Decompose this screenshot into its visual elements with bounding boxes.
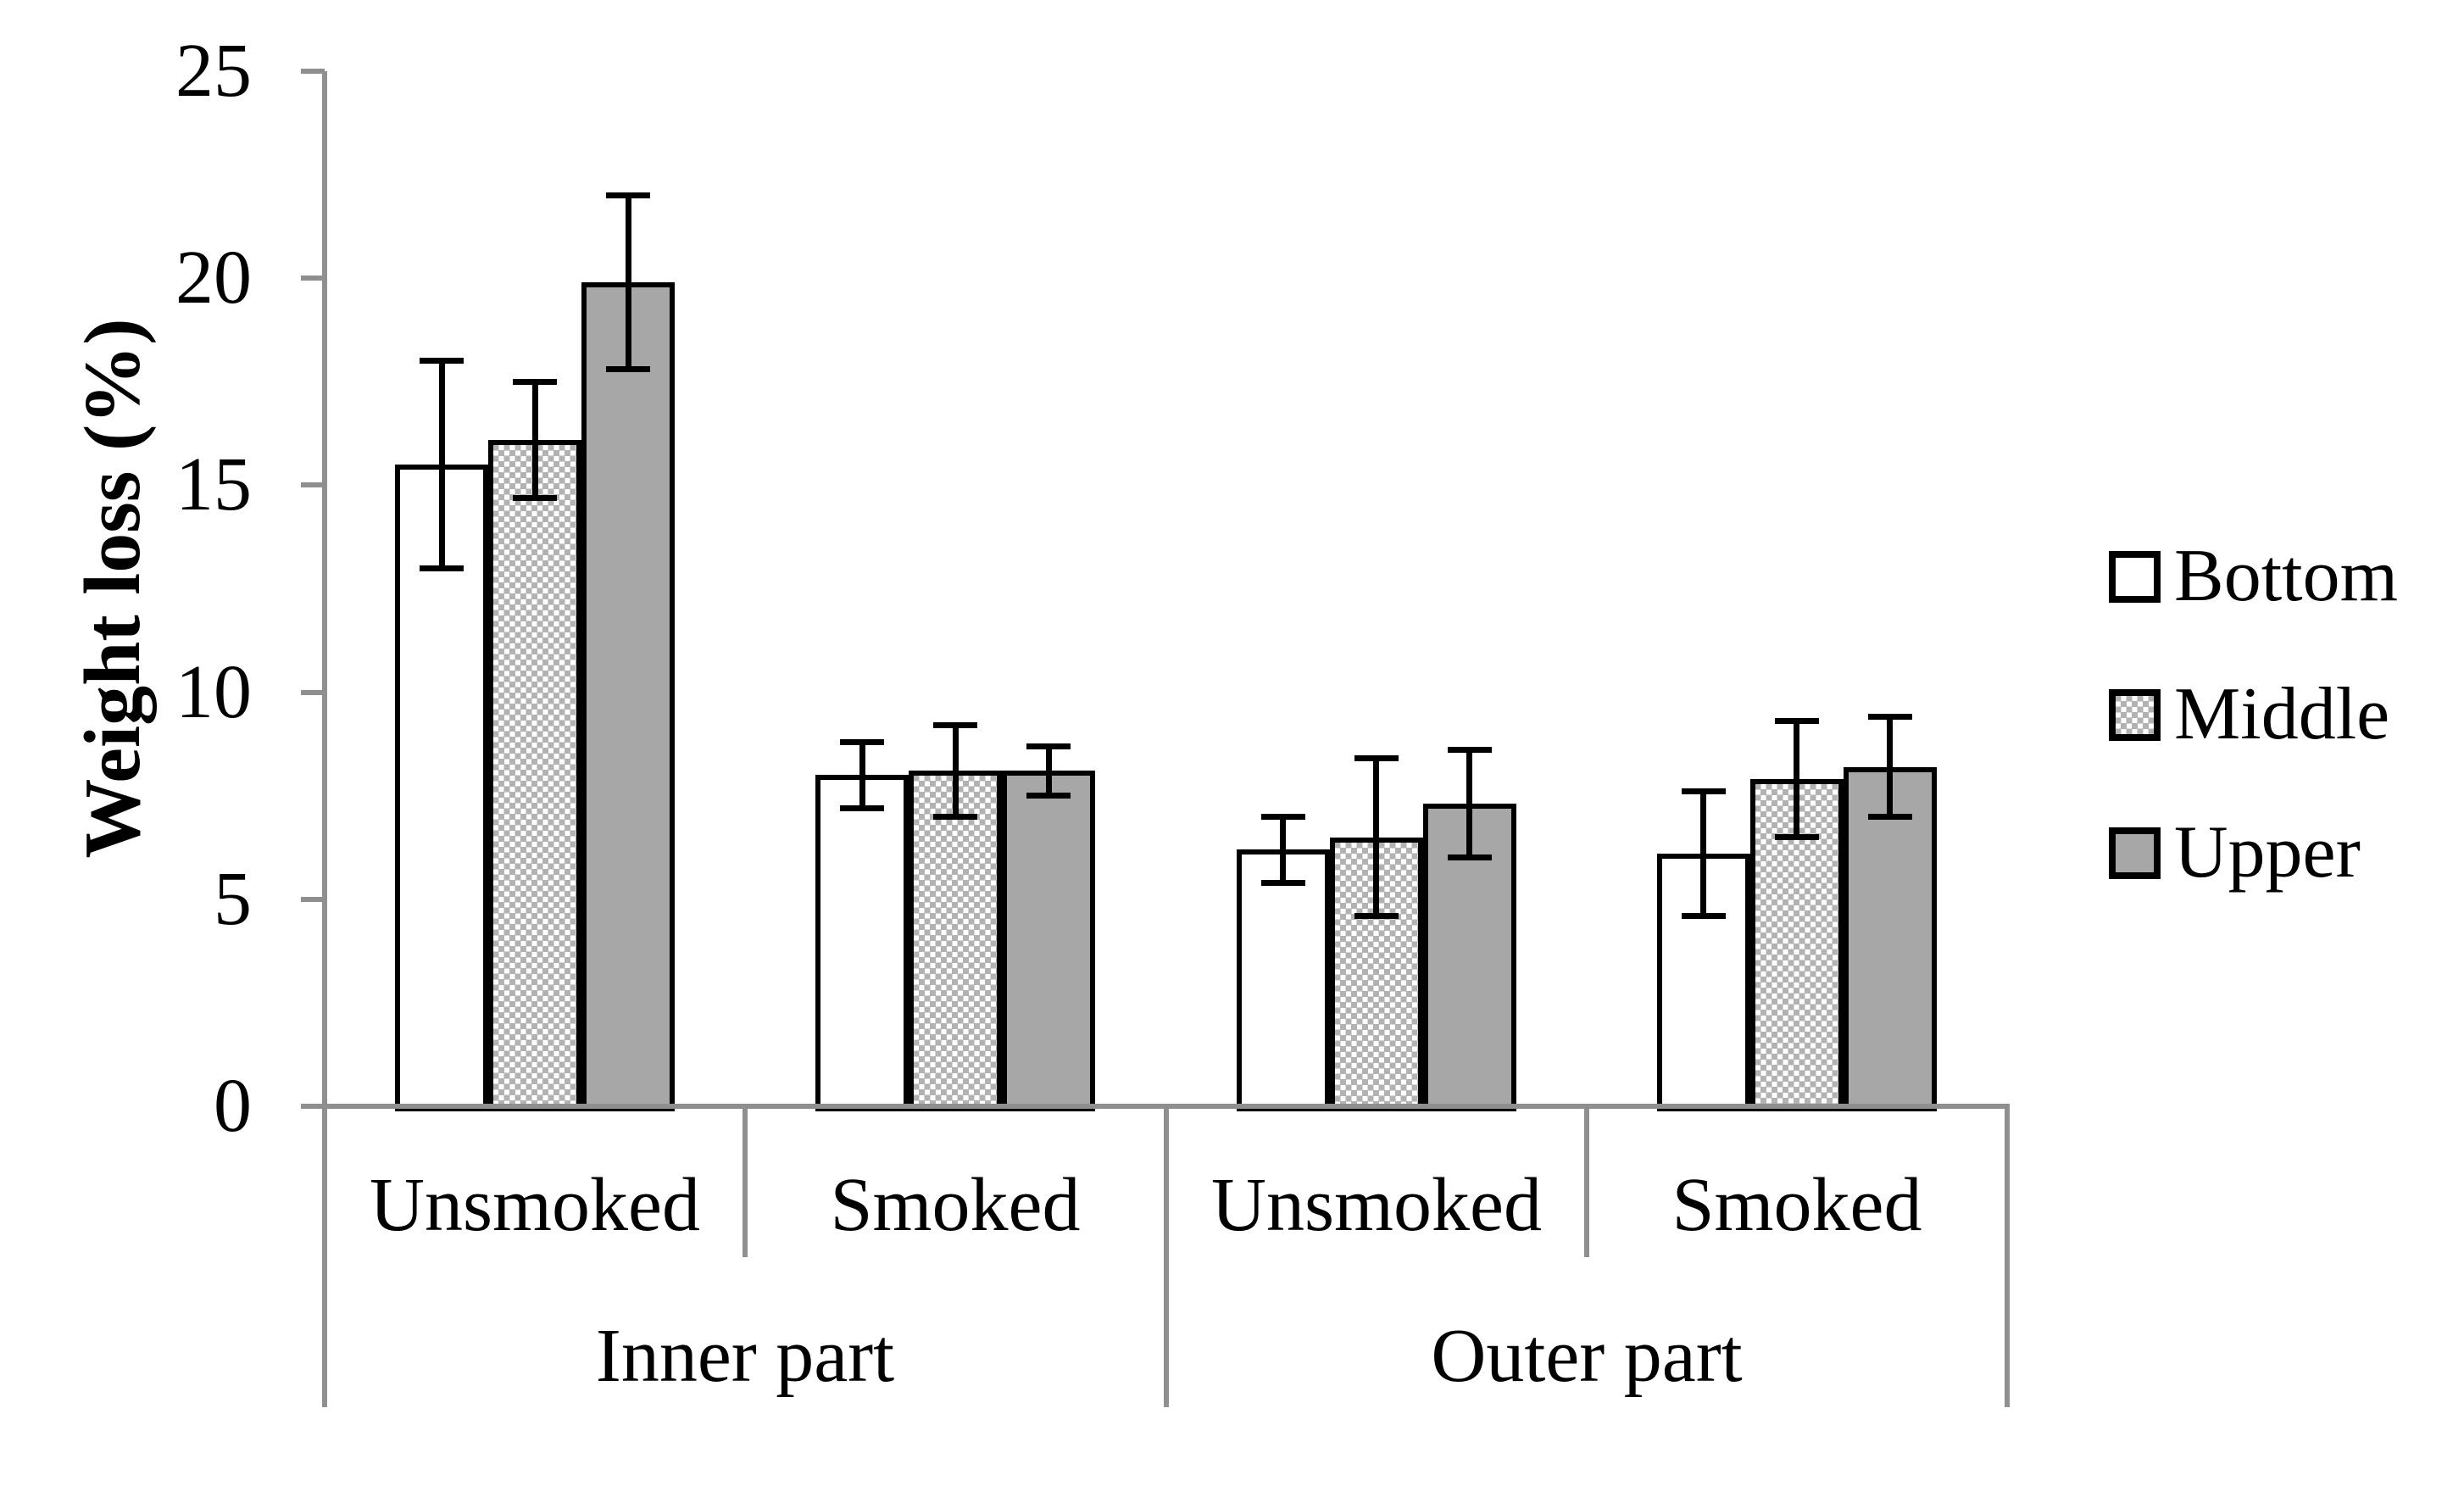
y-tick-label: 15 bbox=[175, 443, 252, 527]
category-separator bbox=[1583, 1106, 1589, 1257]
legend-entry-middle: Middle bbox=[2109, 677, 2389, 752]
group-label-outer-part: Outer part bbox=[1431, 1314, 1743, 1398]
category-label-outer-unsmoked: Unsmoked bbox=[1211, 1163, 1542, 1247]
x-axis-line bbox=[301, 1104, 2010, 1109]
error-bar-line bbox=[1373, 758, 1380, 916]
legend-label-upper: Upper bbox=[2174, 811, 2361, 893]
error-bar-cap bbox=[1774, 718, 1819, 725]
error-bar-line bbox=[1700, 791, 1707, 916]
error-bar-cap bbox=[1681, 912, 1726, 919]
error-bar-cap bbox=[1867, 813, 1912, 820]
legend-swatch-bottom-icon bbox=[2109, 550, 2161, 603]
error-bar-cap bbox=[1867, 714, 1912, 721]
error-bar-cap bbox=[1681, 788, 1726, 795]
y-tick-mark bbox=[301, 482, 325, 488]
y-tick-label: 0 bbox=[214, 1064, 252, 1148]
error-bar-cap bbox=[1447, 854, 1492, 861]
error-bar-line bbox=[1887, 716, 1894, 817]
category-label-inner-smoked: Smoked bbox=[830, 1163, 1081, 1247]
error-bar-line bbox=[1466, 749, 1473, 858]
category-separator bbox=[1163, 1106, 1169, 1407]
error-bar-cap bbox=[1354, 912, 1399, 919]
bar-middle-0 bbox=[488, 439, 582, 1111]
error-bar-cap bbox=[840, 738, 885, 745]
y-tick-mark bbox=[301, 69, 325, 74]
error-bar-cap bbox=[1026, 743, 1071, 749]
legend-label-bottom: Bottom bbox=[2174, 535, 2399, 617]
error-bar-cap bbox=[1026, 793, 1071, 799]
category-label-outer-smoked: Smoked bbox=[1671, 1163, 1922, 1247]
error-bar-line bbox=[438, 360, 445, 569]
error-bar-cap bbox=[1260, 879, 1305, 886]
error-bar-cap bbox=[513, 494, 558, 501]
error-bar-line bbox=[531, 381, 538, 498]
bar-upper-3 bbox=[1843, 766, 1937, 1111]
bar-middle-3 bbox=[1749, 779, 1844, 1111]
bar-middle-1 bbox=[909, 771, 1003, 1111]
error-bar-line bbox=[625, 195, 631, 370]
error-bar-cap bbox=[840, 804, 885, 811]
category-label-inner-unsmoked: Unsmoked bbox=[370, 1163, 700, 1247]
y-tick-label: 10 bbox=[175, 649, 252, 734]
legend-entry-bottom: Bottom bbox=[2109, 539, 2398, 614]
error-bar-cap bbox=[513, 378, 558, 385]
legend-entry-upper: Upper bbox=[2109, 816, 2361, 890]
error-bar-cap bbox=[606, 366, 651, 373]
bar-upper-0 bbox=[581, 282, 676, 1111]
category-separator bbox=[743, 1106, 748, 1257]
y-tick-mark bbox=[301, 689, 325, 695]
bar-bottom-2 bbox=[1236, 849, 1330, 1111]
bar-middle-2 bbox=[1329, 837, 1423, 1111]
y-tick-label: 5 bbox=[214, 856, 252, 941]
legend-label-middle: Middle bbox=[2174, 673, 2390, 755]
error-bar-cap bbox=[420, 358, 464, 365]
error-bar-line bbox=[952, 725, 959, 817]
bar-bottom-0 bbox=[395, 464, 489, 1111]
error-bar-line bbox=[859, 742, 865, 809]
error-bar-cap bbox=[1774, 834, 1819, 841]
error-bar-cap bbox=[933, 722, 978, 729]
error-bar-line bbox=[1045, 746, 1052, 796]
error-bar-cap bbox=[933, 813, 978, 820]
error-bar-cap bbox=[420, 565, 464, 571]
category-separator bbox=[2005, 1106, 2010, 1407]
y-tick-label: 25 bbox=[175, 29, 252, 113]
error-bar-line bbox=[1794, 721, 1800, 838]
legend-swatch-upper-icon bbox=[2109, 827, 2161, 879]
error-bar-cap bbox=[1260, 813, 1305, 820]
error-bar-cap bbox=[606, 192, 651, 199]
group-label-inner-part: Inner part bbox=[595, 1314, 895, 1398]
error-bar-line bbox=[1280, 816, 1287, 883]
y-tick-mark bbox=[301, 896, 325, 902]
legend-swatch-middle-icon bbox=[2109, 688, 2161, 741]
y-tick-mark bbox=[301, 276, 325, 281]
error-bar-cap bbox=[1354, 755, 1399, 762]
y-tick-label: 20 bbox=[175, 236, 252, 320]
y-axis-line bbox=[322, 71, 327, 1407]
error-bar-cap bbox=[1447, 747, 1492, 754]
bar-upper-1 bbox=[1002, 771, 1096, 1111]
bar-bottom-1 bbox=[815, 775, 909, 1111]
